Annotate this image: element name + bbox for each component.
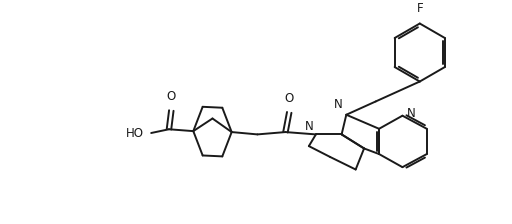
Text: N: N: [305, 120, 314, 133]
Text: F: F: [416, 2, 423, 15]
Text: O: O: [167, 90, 176, 103]
Text: N: N: [407, 107, 416, 120]
Text: O: O: [285, 92, 294, 106]
Text: HO: HO: [126, 127, 144, 140]
Text: N: N: [334, 98, 343, 111]
